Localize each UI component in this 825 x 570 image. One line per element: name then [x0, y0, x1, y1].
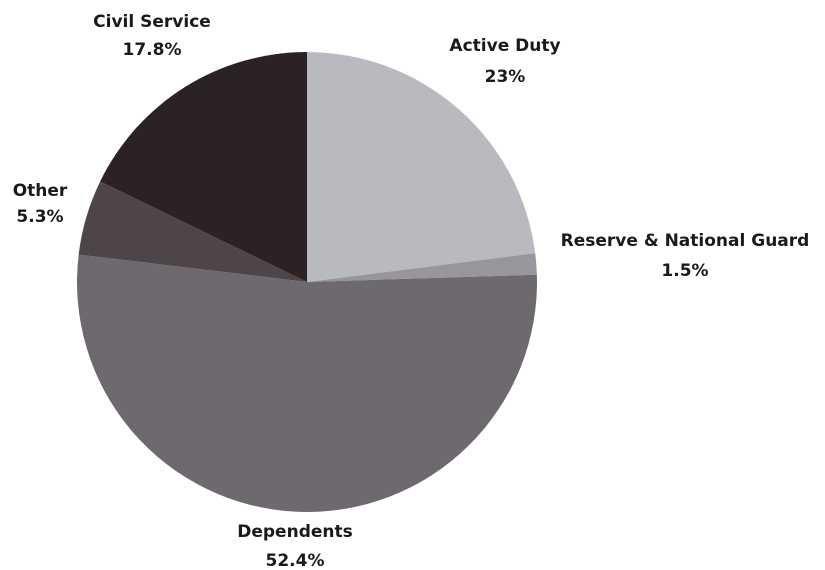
pie-slice-active-duty — [307, 52, 536, 282]
slice-value-other: 5.3% — [16, 207, 63, 227]
slice-label-civil-service: Civil Service — [93, 12, 211, 32]
slice-value-active-duty: 23% — [485, 67, 526, 87]
slice-value-dependents: 52.4% — [266, 551, 325, 570]
pie-slices — [77, 52, 538, 513]
slice-value-reserve-national-guard: 1.5% — [661, 261, 708, 281]
pie-slice-civil-service — [100, 52, 307, 282]
slice-label-active-duty: Active Duty — [449, 36, 560, 56]
pie-slice-other — [78, 181, 308, 282]
pie-slice-reserve-national-guard — [307, 253, 537, 282]
slice-label-reserve-national-guard: Reserve & National Guard — [561, 231, 810, 251]
slice-label-other: Other — [13, 181, 68, 201]
slice-label-dependents: Dependents — [237, 522, 353, 542]
slice-value-civil-service: 17.8% — [123, 40, 182, 60]
pie-slice-dependents — [77, 254, 538, 513]
